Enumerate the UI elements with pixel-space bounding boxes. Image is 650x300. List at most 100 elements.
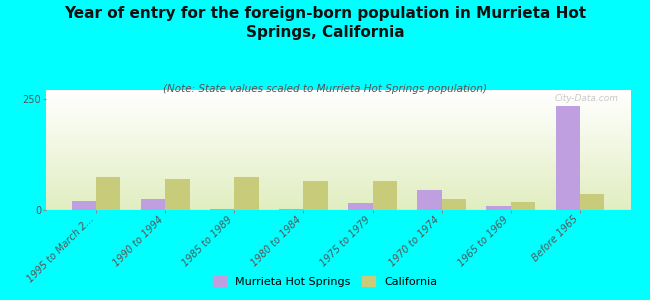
Bar: [46, 158, 630, 159]
Bar: [46, 137, 630, 138]
Bar: [46, 175, 630, 176]
Bar: [46, 110, 630, 111]
Bar: [46, 135, 630, 136]
Bar: [46, 118, 630, 119]
Bar: [46, 176, 630, 177]
Bar: [46, 96, 630, 97]
Bar: [46, 209, 630, 210]
Bar: [46, 168, 630, 169]
Bar: [46, 146, 630, 147]
Bar: [46, 174, 630, 175]
Bar: [46, 182, 630, 183]
Bar: [46, 208, 630, 209]
Bar: [46, 116, 630, 117]
Bar: [46, 102, 630, 103]
Bar: [372, 181, 396, 210]
Bar: [556, 106, 580, 210]
Bar: [46, 109, 630, 110]
Bar: [46, 112, 630, 113]
Bar: [280, 209, 304, 210]
Bar: [46, 195, 630, 196]
Bar: [46, 185, 630, 186]
Bar: [46, 133, 630, 134]
Bar: [441, 199, 466, 210]
Bar: [46, 100, 630, 101]
Bar: [46, 134, 630, 135]
Bar: [46, 143, 630, 144]
Bar: [46, 97, 630, 98]
Bar: [46, 115, 630, 116]
Bar: [46, 130, 630, 131]
Bar: [235, 177, 259, 210]
Bar: [46, 192, 630, 193]
Bar: [46, 188, 630, 189]
Bar: [46, 154, 630, 155]
Bar: [46, 183, 630, 184]
Bar: [46, 173, 630, 174]
Bar: [72, 201, 96, 210]
Bar: [46, 145, 630, 146]
Bar: [46, 178, 630, 179]
Bar: [46, 184, 630, 185]
Bar: [46, 120, 630, 121]
Bar: [46, 141, 630, 142]
Bar: [46, 187, 630, 188]
Bar: [141, 199, 165, 210]
Bar: [46, 123, 630, 124]
Bar: [46, 177, 630, 178]
Bar: [486, 206, 511, 210]
Bar: [46, 197, 630, 198]
Bar: [46, 196, 630, 197]
Bar: [46, 161, 630, 162]
Bar: [46, 93, 630, 94]
Bar: [46, 153, 630, 154]
Bar: [46, 128, 630, 129]
Bar: [46, 99, 630, 100]
Bar: [46, 163, 630, 164]
Bar: [46, 205, 630, 206]
Bar: [46, 126, 630, 127]
Bar: [46, 150, 630, 151]
Bar: [46, 121, 630, 122]
Bar: [46, 172, 630, 173]
Bar: [46, 114, 630, 115]
Bar: [46, 147, 630, 148]
Bar: [46, 191, 630, 192]
Bar: [46, 201, 630, 202]
Bar: [46, 207, 630, 208]
Bar: [511, 202, 535, 210]
Bar: [46, 101, 630, 102]
Bar: [46, 103, 630, 104]
Bar: [46, 151, 630, 152]
Bar: [46, 152, 630, 153]
Bar: [46, 125, 630, 126]
Bar: [46, 104, 630, 105]
Bar: [46, 166, 630, 167]
Bar: [46, 171, 630, 172]
Bar: [46, 117, 630, 118]
Bar: [46, 162, 630, 163]
Text: Year of entry for the foreign-born population in Murrieta Hot
Springs, Californi: Year of entry for the foreign-born popul…: [64, 6, 586, 40]
Bar: [46, 90, 630, 91]
Bar: [46, 155, 630, 156]
Bar: [96, 177, 120, 210]
Bar: [46, 190, 630, 191]
Bar: [46, 140, 630, 141]
Bar: [210, 209, 235, 210]
Bar: [46, 204, 630, 205]
Bar: [46, 129, 630, 130]
Bar: [46, 198, 630, 199]
Bar: [46, 170, 630, 171]
Bar: [46, 113, 630, 114]
Bar: [46, 157, 630, 158]
Bar: [46, 95, 630, 96]
Bar: [46, 156, 630, 157]
Bar: [46, 131, 630, 132]
Text: (Note: State values scaled to Murrieta Hot Springs population): (Note: State values scaled to Murrieta H…: [163, 84, 487, 94]
Bar: [46, 159, 630, 160]
Bar: [46, 139, 630, 140]
Bar: [46, 144, 630, 145]
Text: City-Data.com: City-Data.com: [555, 94, 619, 103]
Bar: [46, 181, 630, 182]
Bar: [46, 206, 630, 207]
